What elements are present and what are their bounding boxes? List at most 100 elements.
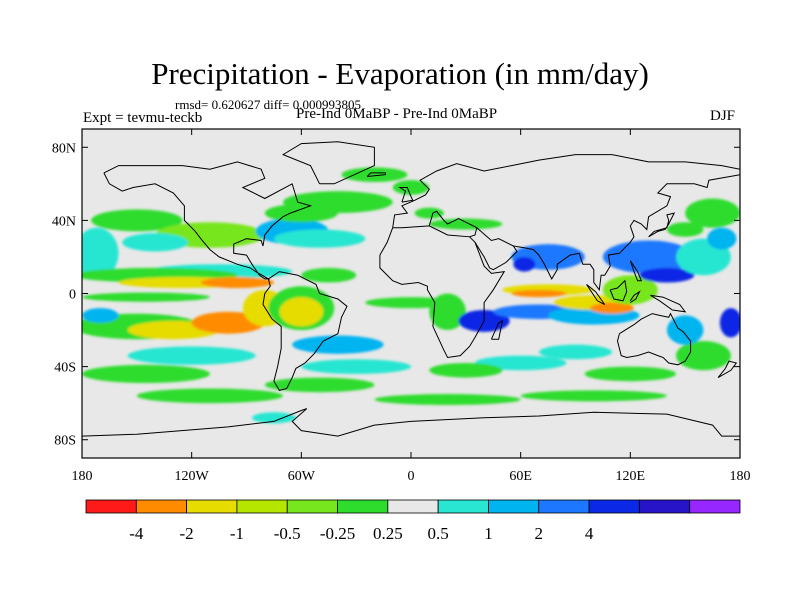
colorbar-swatch bbox=[488, 499, 540, 514]
lon-tick-label: 180 bbox=[730, 469, 751, 484]
longitude-axis: 180 120W 60W 0 60E 120E 180 bbox=[72, 129, 751, 484]
field-blob bbox=[685, 198, 740, 228]
colorbar-label: 0.25 bbox=[373, 524, 403, 543]
coastline bbox=[609, 279, 628, 302]
lon-tick-label: 60W bbox=[288, 469, 316, 484]
coastline bbox=[262, 271, 348, 391]
lon-tick-label: 120E bbox=[616, 469, 646, 484]
field-blob bbox=[590, 302, 634, 314]
lon-tick-label: 0 bbox=[408, 469, 415, 484]
coastline bbox=[281, 141, 375, 185]
field-blob bbox=[273, 229, 366, 248]
field-blob bbox=[513, 256, 536, 272]
colorbar-label: -0.5 bbox=[274, 524, 301, 543]
colorbar-label: 4 bbox=[585, 524, 594, 543]
latitude-axis: 80N 40N 0 40S 80S bbox=[52, 141, 740, 449]
field-blob bbox=[127, 346, 256, 365]
coastline bbox=[650, 294, 687, 313]
colorbar-swatch bbox=[186, 499, 238, 514]
field-blob bbox=[429, 362, 503, 378]
coastline bbox=[490, 320, 504, 340]
field-blob bbox=[707, 227, 737, 250]
colorbar-swatch bbox=[286, 499, 338, 514]
comparison-label: Pre-Ind 0MaBP - Pre-Ind 0MaBP bbox=[296, 106, 498, 122]
colorbar-swatch bbox=[85, 499, 137, 514]
coastline bbox=[616, 312, 692, 366]
colorbar-label: 1 bbox=[484, 524, 493, 543]
field-blob bbox=[538, 344, 613, 360]
field-blob bbox=[301, 359, 411, 374]
colorbar-swatch bbox=[135, 499, 188, 514]
field-blob bbox=[82, 227, 119, 279]
field-blob bbox=[392, 180, 430, 195]
field-blob bbox=[283, 191, 393, 214]
field-contours bbox=[82, 167, 740, 424]
field-blob bbox=[429, 218, 503, 230]
coastline bbox=[629, 290, 641, 304]
coastline bbox=[379, 225, 506, 359]
colorbar-swatch bbox=[638, 499, 691, 514]
colorbar-label: -4 bbox=[129, 524, 144, 543]
field-blob bbox=[374, 394, 521, 405]
experiment-label: Expt = tevmu-teckb bbox=[83, 110, 203, 126]
field-blob bbox=[676, 341, 731, 371]
field-blob bbox=[264, 377, 375, 393]
field-blob bbox=[341, 167, 408, 183]
coastline bbox=[392, 154, 740, 228]
colorbar-swatch bbox=[538, 499, 590, 514]
lat-tick-label: 80S bbox=[54, 434, 76, 449]
field-blob bbox=[82, 292, 210, 302]
field-blob bbox=[251, 412, 296, 424]
field-blob bbox=[279, 297, 324, 327]
coastline bbox=[428, 210, 478, 238]
colorbar-label: -0.25 bbox=[320, 524, 355, 543]
coastline bbox=[717, 360, 738, 379]
colorbar-swatch bbox=[689, 499, 741, 514]
colorbar-label: -2 bbox=[180, 524, 194, 543]
colorbar-swatch bbox=[387, 499, 439, 514]
field-blob bbox=[666, 315, 704, 345]
coastlines bbox=[82, 141, 740, 437]
field-blob bbox=[301, 267, 357, 283]
field-blob bbox=[474, 355, 567, 371]
field-blob bbox=[82, 308, 119, 323]
colorbar: -4 -2 -1 -0.5 -0.25 0.25 0.5 1 2 4 bbox=[85, 499, 741, 543]
colorbar-label: 0.5 bbox=[428, 524, 449, 543]
field-blob bbox=[82, 364, 210, 384]
colorbar-swatch bbox=[588, 499, 640, 514]
field-blob bbox=[122, 233, 189, 252]
colorbar-swatch bbox=[236, 499, 288, 514]
lat-tick-label: 0 bbox=[69, 288, 76, 303]
coastline bbox=[513, 174, 740, 292]
field-blob bbox=[136, 388, 284, 404]
coastline bbox=[366, 172, 386, 177]
coastline bbox=[586, 284, 606, 305]
coastline bbox=[398, 187, 414, 203]
lon-tick-label: 60E bbox=[509, 469, 532, 484]
lat-tick-label: 40N bbox=[52, 214, 76, 229]
field-blob bbox=[719, 308, 740, 338]
lon-tick-label: 120W bbox=[175, 469, 210, 484]
field-blob bbox=[414, 207, 444, 219]
figure-title: Precipitation - Evaporation (in mm/day) bbox=[151, 56, 649, 91]
field-blob bbox=[584, 366, 677, 382]
colorbar-swatch bbox=[337, 499, 389, 514]
field-blob bbox=[520, 390, 667, 402]
field-blob bbox=[292, 335, 384, 354]
lon-tick-label: 180 bbox=[72, 469, 93, 484]
field-blob bbox=[602, 275, 658, 305]
colorbar-swatch bbox=[437, 499, 489, 514]
season-label: DJF bbox=[710, 108, 736, 124]
colorbar-label: 2 bbox=[535, 524, 544, 543]
map-plot-area bbox=[81, 128, 741, 459]
coastline bbox=[82, 408, 740, 437]
colorbar-label: -1 bbox=[230, 524, 244, 543]
lat-tick-label: 80N bbox=[52, 141, 76, 156]
field-blob bbox=[666, 222, 704, 237]
coastline bbox=[474, 227, 518, 271]
field-blob bbox=[639, 267, 695, 283]
field-blob bbox=[429, 293, 466, 331]
coastline bbox=[103, 161, 313, 280]
coastline bbox=[629, 260, 643, 282]
